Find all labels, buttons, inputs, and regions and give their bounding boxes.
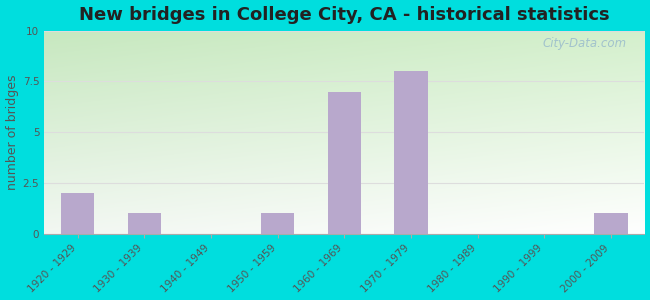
Bar — [594, 213, 628, 234]
Bar — [395, 71, 428, 234]
Y-axis label: number of bridges: number of bridges — [6, 74, 19, 190]
Bar — [127, 213, 161, 234]
Text: City-Data.com: City-Data.com — [542, 37, 627, 50]
Bar — [261, 213, 294, 234]
Bar — [61, 193, 94, 234]
Bar — [328, 92, 361, 234]
Title: New bridges in College City, CA - historical statistics: New bridges in College City, CA - histor… — [79, 6, 610, 24]
